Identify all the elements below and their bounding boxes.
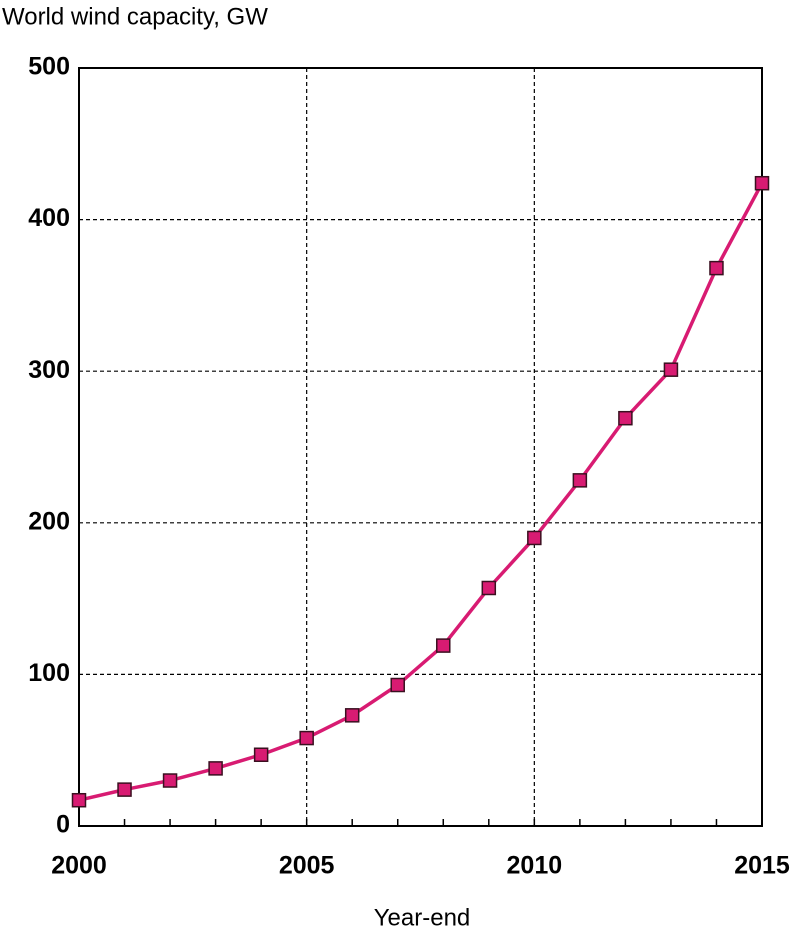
data-line [78, 182, 764, 802]
data-point [754, 175, 770, 191]
data-point [436, 638, 451, 653]
data-point [299, 730, 314, 746]
data-point [527, 530, 542, 546]
x-tick-label: 2005 [279, 852, 335, 880]
data-point [71, 792, 87, 808]
y-tick-label: 300 [28, 356, 70, 384]
chart-title: World wind capacity, GW [2, 3, 268, 30]
plot-frame [78, 67, 763, 827]
data-point [208, 761, 223, 776]
data-point [117, 782, 132, 797]
data-point [572, 473, 588, 488]
data-point [253, 747, 269, 762]
x-tick-label: 2010 [507, 852, 563, 880]
y-tick-label: 0 [56, 811, 70, 839]
data-point [481, 580, 497, 596]
y-tick-label: 400 [28, 204, 70, 232]
data-point [663, 362, 679, 377]
y-tick-label: 500 [28, 53, 70, 81]
data-point [709, 260, 724, 276]
data-point [618, 410, 633, 426]
data-point [162, 773, 178, 788]
data-point [344, 708, 360, 723]
y-tick-label: 100 [28, 659, 70, 687]
x-tick-label: 2000 [51, 852, 107, 880]
y-tick-label: 200 [28, 507, 70, 535]
x-tick-label: 2015 [734, 852, 790, 880]
x-axis-label: Year-end [374, 904, 471, 931]
data-point [390, 677, 405, 693]
